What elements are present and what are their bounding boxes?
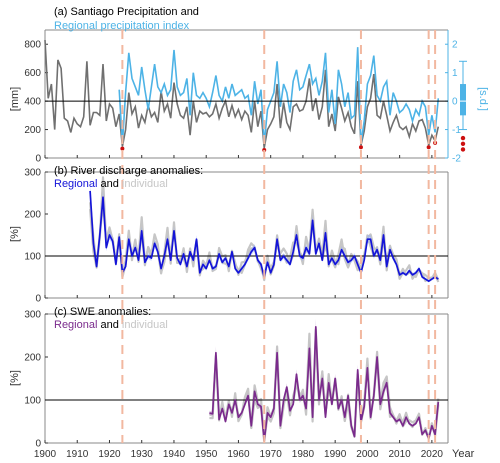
x-tick-label: 1960 bbox=[227, 449, 250, 460]
panel-b-title-individual: individual bbox=[122, 178, 168, 190]
y-tick-label-right: 0 bbox=[452, 97, 458, 108]
y-tick-label-right: 2 bbox=[452, 40, 458, 51]
event-year-lines bbox=[121, 30, 437, 443]
drought-marker bbox=[120, 146, 125, 151]
x-tick-label: 1920 bbox=[98, 449, 121, 460]
panel-b-title-line1: (b) River discharge anomalies: bbox=[54, 165, 203, 177]
boxplot-outlier bbox=[460, 135, 466, 141]
panel-c-title-regional: Regional bbox=[54, 319, 97, 331]
y-tick-label: 100 bbox=[24, 396, 41, 407]
x-tick-label: 1950 bbox=[195, 449, 218, 460]
drought-marker bbox=[426, 145, 431, 150]
x-tick-label: 1990 bbox=[324, 449, 347, 460]
x-tick-label: 1910 bbox=[66, 449, 89, 460]
panel-c-title-individual: individual bbox=[122, 319, 168, 331]
panel-b-title-regional: Regional bbox=[54, 178, 97, 190]
y-tick-label-right: -2 bbox=[452, 154, 461, 165]
y-tick-label: 600 bbox=[24, 68, 41, 79]
x-tick-label: 1930 bbox=[131, 449, 154, 460]
x-tick-label: 1900 bbox=[34, 449, 57, 460]
x-tick-label: 1970 bbox=[260, 449, 283, 460]
panel-a-ylabel-right: [s.d.] bbox=[477, 87, 489, 111]
y-tick-label: 0 bbox=[35, 439, 41, 450]
x-tick-label: 1940 bbox=[163, 449, 186, 460]
drought-marker bbox=[358, 145, 363, 150]
y-tick-label: 0 bbox=[35, 294, 41, 305]
panel-b-river-discharge: 0 100 200 300 bbox=[24, 168, 449, 305]
x-axis-label: Year bbox=[452, 448, 475, 460]
boxplot-outlier bbox=[460, 147, 466, 152]
y-tick-label: 300 bbox=[24, 168, 41, 179]
y-tick-label: 800 bbox=[24, 40, 41, 51]
boxplot-box bbox=[460, 84, 466, 116]
panel-a-precipitation: 0 200 400 600 800 -2 -1 0 1 2 bbox=[24, 29, 467, 165]
y-tick-label-right: -1 bbox=[452, 125, 461, 136]
panel-a-ylabel: [mm] bbox=[9, 87, 21, 111]
x-tick-label: 2020 bbox=[421, 449, 444, 460]
boxplot-outlier bbox=[460, 141, 466, 146]
y-tick-label: 200 bbox=[24, 210, 41, 221]
panel-c-ylabel: [%] bbox=[9, 370, 21, 386]
x-tick-label: 2000 bbox=[356, 449, 379, 460]
series-regional-swe bbox=[209, 326, 440, 442]
panel-c-swe: 0 100 200 300 bbox=[24, 310, 449, 450]
y-tick-label: 200 bbox=[24, 353, 41, 364]
y-tick-label: 400 bbox=[24, 97, 41, 108]
panel-c-title-line2: Regional and individual bbox=[54, 319, 168, 331]
y-tick-label-right: 1 bbox=[452, 68, 458, 79]
panel-a-title-line1: (a) Santiago Precipitation and bbox=[54, 6, 199, 18]
series-regional-precipitation-index bbox=[118, 47, 440, 144]
y-tick-label: 300 bbox=[24, 310, 41, 321]
y-tick-label: 200 bbox=[24, 125, 41, 136]
panel-b-title-and: and bbox=[100, 178, 118, 190]
y-tick-label: 100 bbox=[24, 252, 41, 263]
series-santiago-precipitation bbox=[44, 39, 440, 149]
x-tick-label: 1980 bbox=[292, 449, 315, 460]
panel-a-title-line2: Regional precipitation index bbox=[54, 20, 190, 32]
panel-c-title-and: and bbox=[100, 319, 118, 331]
panel-b-title-line2: Regional and individual bbox=[54, 178, 168, 190]
panel-c-title-line1: (c) SWE anomalies: bbox=[54, 306, 151, 318]
x-tick-label: 2010 bbox=[389, 449, 412, 460]
x-axis-year: 1900 1910 1920 1930 1940 1950 1960 1970 1980 1990… bbox=[34, 155, 444, 460]
y-tick-label: 0 bbox=[35, 154, 41, 165]
panel-b-ylabel: [%] bbox=[9, 226, 21, 242]
